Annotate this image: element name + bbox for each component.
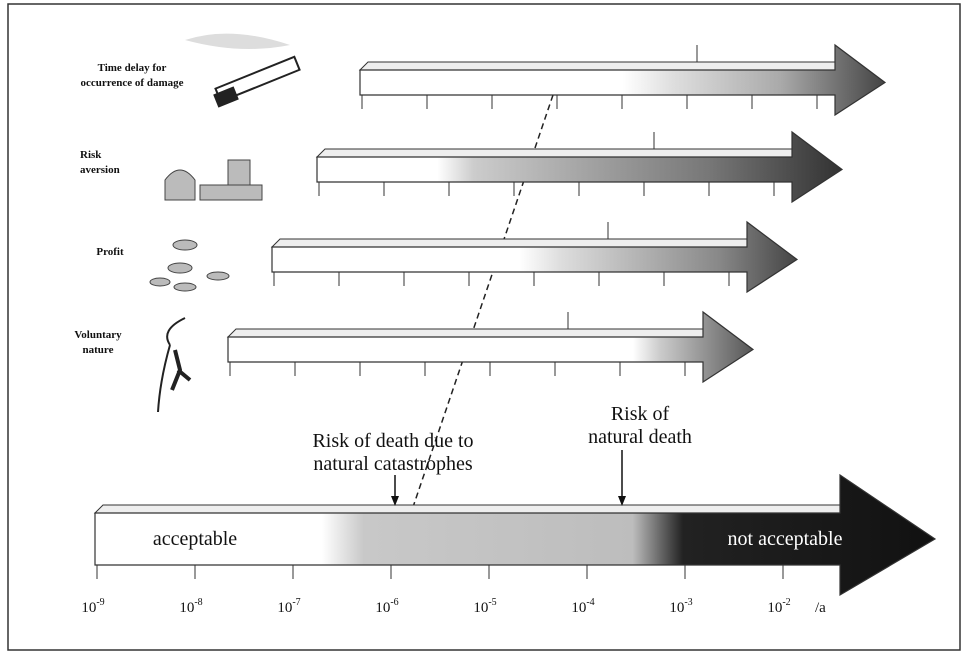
tick-label: 10-9 [81, 597, 104, 616]
tick-base: 10 [81, 600, 96, 616]
main-arrow-top [95, 505, 840, 513]
acceptable-label: acceptable [153, 528, 237, 550]
annotation: Risk of [611, 403, 670, 425]
tick-exponent: -8 [194, 597, 202, 608]
tick-base: 10 [767, 600, 782, 616]
row-label: Profit [96, 246, 124, 258]
tick-label: 10-8 [179, 597, 202, 616]
tick-exponent: -4 [586, 597, 594, 608]
annotation: Risk of death due to [312, 430, 473, 452]
row-label: aversion [80, 164, 120, 176]
climber-icon [158, 318, 190, 412]
tick-exponent: -6 [390, 597, 398, 608]
row-label: Time delay for [98, 62, 167, 74]
row-label: occurrence of damage [80, 77, 183, 89]
plant-icon [165, 160, 262, 200]
row-label: Voluntary [74, 329, 122, 341]
row-label: Risk [80, 149, 102, 161]
tick-base: 10 [375, 600, 390, 616]
annotation: natural catastrophes [313, 453, 473, 475]
tick-exponent: -7 [292, 597, 300, 608]
tick-base: 10 [571, 600, 586, 616]
tick-exponent: -2 [782, 597, 790, 608]
tick-exponent: -9 [96, 597, 104, 608]
tick-base: 10 [669, 600, 684, 616]
row-arrow-top [272, 239, 747, 247]
row-arrow-top [360, 62, 835, 70]
tick-base: 10 [473, 600, 488, 616]
not-acceptable-label: not acceptable [728, 528, 843, 550]
axis-unit: /a [815, 600, 826, 616]
tick-label: 10-6 [375, 597, 398, 616]
coins-icon [150, 240, 229, 291]
tick-label: 10-3 [669, 597, 692, 616]
tick-label: 10-5 [473, 597, 496, 616]
tick-base: 10 [179, 600, 194, 616]
figure: Time delay for occurrence of damage Risk av… [0, 0, 968, 655]
row-arrow-top [228, 329, 703, 337]
page: {"rows": [ {"label": ["Time delay for", … [0, 0, 968, 655]
row-arrow-top [317, 149, 792, 157]
tick-label: 10-4 [571, 597, 594, 616]
tick-exponent: -5 [488, 597, 496, 608]
cigarette-icon [185, 34, 300, 108]
annotation: natural death [588, 426, 692, 448]
tick-base: 10 [277, 600, 292, 616]
row-label: nature [83, 344, 114, 356]
tick-exponent: -3 [684, 597, 692, 608]
tick-label: 10-7 [277, 597, 300, 616]
tick-label: 10-2 [767, 597, 790, 616]
